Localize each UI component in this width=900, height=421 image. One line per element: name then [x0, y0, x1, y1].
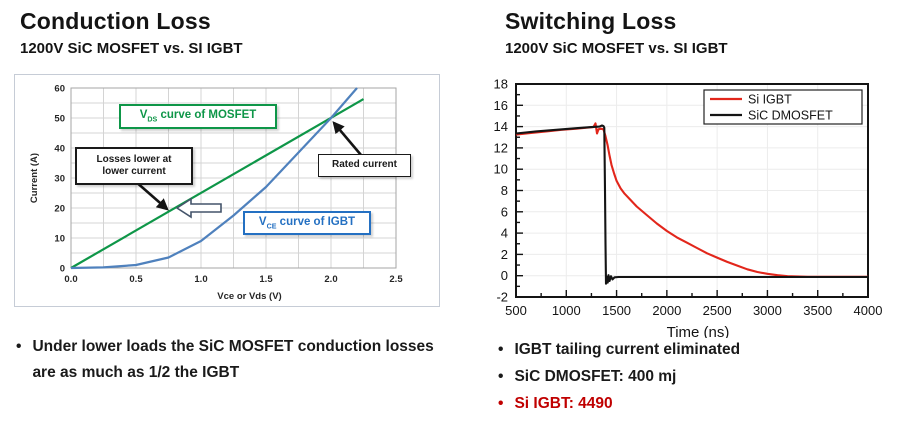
- svg-text:2.5: 2.5: [389, 274, 403, 285]
- svg-text:14: 14: [494, 119, 508, 134]
- svg-text:40: 40: [54, 144, 65, 155]
- left-title: Conduction Loss: [20, 8, 211, 34]
- svg-text:0.5: 0.5: [129, 274, 143, 285]
- right-subtitle: 1200V SiC MOSFET vs. SI IGBT: [505, 40, 728, 57]
- plot-border: [70, 87, 397, 269]
- x-axis-label: Vce or Vds (V): [217, 291, 281, 302]
- x-axis-ticks: 500 1000 1500 2000 2500 3000 3500 4000: [505, 303, 882, 318]
- svg-text:2.0: 2.0: [324, 274, 337, 285]
- svg-text:12: 12: [494, 140, 508, 155]
- right-bullet-2-text: SiC DMOSFET: 400 mj: [514, 368, 677, 385]
- svg-text:10: 10: [494, 162, 508, 177]
- svg-text:2500: 2500: [703, 303, 732, 318]
- left-bullet: • Under lower loads the SiC MOSFET condu…: [16, 334, 440, 386]
- right-bullet-3-text: Si IGBT: 4490: [514, 395, 613, 412]
- svg-text:6: 6: [501, 204, 508, 219]
- bullet-icon: •: [498, 368, 504, 385]
- svg-text:0: 0: [60, 264, 65, 275]
- block-arrow-left-icon: [175, 197, 222, 219]
- switching-loss-chart: 500 1000 1500 2000 2500 3000 3500 4000 -2 0 2 4 6 8 10…: [458, 70, 900, 342]
- bullet-icon: •: [498, 341, 504, 358]
- svg-text:30: 30: [54, 174, 65, 185]
- svg-text:500: 500: [505, 303, 527, 318]
- right-title: Switching Loss: [505, 8, 677, 34]
- rated-current-arrow: [332, 121, 362, 156]
- right-bullet-2: • SiC DMOSFET: 400 mj: [498, 363, 898, 390]
- svg-text:2000: 2000: [652, 303, 681, 318]
- svg-text:0.0: 0.0: [64, 274, 77, 285]
- plot-frame: [515, 83, 869, 298]
- svg-text:1.0: 1.0: [194, 274, 207, 285]
- curve-si-igbt: [515, 122, 868, 278]
- losses-arrow: [134, 180, 169, 211]
- x-axis-label: Time (ns): [667, 324, 730, 338]
- y-axis-ticks: 0 10 20 30 40 50 60: [54, 84, 65, 275]
- right-bullet-1-text: IGBT tailing current eliminated: [514, 341, 741, 358]
- igbt-curve-label: VCE curve of IGBT: [243, 211, 371, 235]
- rated-current-label: Rated current: [318, 154, 411, 177]
- switching-loss-plot: 500 1000 1500 2000 2500 3000 3500 4000 -2 0 2 4 6 8 10…: [494, 77, 883, 342]
- y-axis-label: Current (A): [29, 153, 40, 203]
- svg-text:1.5: 1.5: [259, 274, 273, 285]
- svg-text:18: 18: [494, 77, 508, 92]
- svg-text:3500: 3500: [803, 303, 832, 318]
- losses-lower-label: Losses lower at lower current: [75, 147, 193, 185]
- legend-label-sic-dmosfet: SiC DMOSFET: [748, 109, 833, 123]
- svg-text:0: 0: [501, 268, 508, 283]
- left-bullet-text: Under lower loads the SiC MOSFET conduct…: [32, 338, 434, 381]
- right-bullet-1: • IGBT tailing current eliminated: [498, 336, 898, 363]
- bullet-icon: •: [16, 338, 22, 355]
- svg-text:8: 8: [501, 183, 508, 198]
- right-bullet-3: • Si IGBT: 4490: [498, 390, 898, 417]
- svg-text:1000: 1000: [552, 303, 581, 318]
- grid: [516, 84, 868, 297]
- conduction-loss-chart: 0.0 0.5 1.0 1.5 2.0 2.5 0 10 20 30 40 50 60 Vce or Vd…: [14, 74, 440, 307]
- svg-text:10: 10: [54, 234, 65, 245]
- legend-label-si-igbt: Si IGBT: [748, 93, 792, 107]
- svg-text:-2: -2: [496, 290, 508, 305]
- legend: Si IGBT SiC DMOSFET: [703, 89, 863, 125]
- svg-text:3000: 3000: [753, 303, 782, 318]
- mosfet-curve-label: VDS curve of MOSFET: [119, 104, 277, 129]
- svg-text:1500: 1500: [602, 303, 631, 318]
- curve-vce-curve-of-igbt: [70, 87, 358, 270]
- left-bullet-list: • Under lower loads the SiC MOSFET condu…: [16, 334, 440, 386]
- svg-text:50: 50: [54, 114, 65, 125]
- svg-text:2: 2: [501, 247, 508, 262]
- curve-sic-dmosfet: [515, 124, 868, 285]
- y-axis-ticks: -2 0 2 4 6 8 10 12 14 16 18: [494, 77, 508, 305]
- svg-text:16: 16: [494, 98, 508, 113]
- right-bullet-list: • IGBT tailing current eliminated • SiC …: [498, 336, 898, 417]
- left-subtitle: 1200V SiC MOSFET vs. SI IGBT: [20, 40, 243, 57]
- svg-text:4000: 4000: [854, 303, 883, 318]
- svg-text:60: 60: [54, 84, 65, 95]
- curve-vds-curve-of-mosfet: [70, 98, 365, 269]
- bullet-icon: •: [498, 395, 504, 412]
- svg-text:20: 20: [54, 204, 65, 215]
- x-axis-ticks: 0.0 0.5 1.0 1.5 2.0 2.5: [64, 274, 403, 285]
- svg-text:4: 4: [501, 226, 508, 241]
